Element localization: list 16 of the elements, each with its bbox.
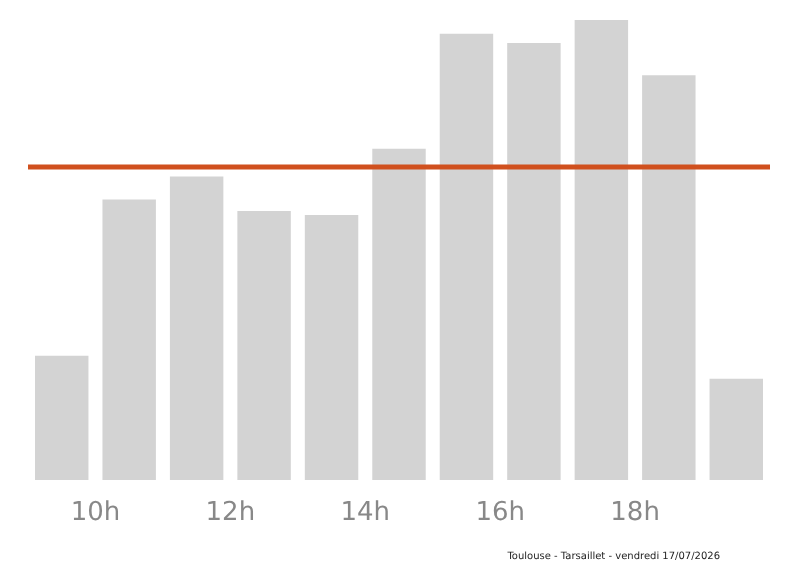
x-tick-label: 12h	[205, 498, 256, 528]
bar	[169, 176, 224, 480]
bar	[439, 33, 494, 480]
bar	[372, 148, 426, 480]
bar	[237, 210, 291, 480]
x-tick-label: 14h	[340, 498, 391, 528]
x-tick-label: 16h	[475, 498, 525, 528]
bar	[709, 378, 763, 480]
x-tick-label: 10h	[70, 498, 121, 528]
bar	[642, 75, 696, 480]
bar	[304, 215, 359, 480]
bar	[507, 43, 561, 480]
bar	[35, 355, 89, 480]
bar	[574, 20, 629, 480]
x-tick-label: 18h	[610, 498, 660, 528]
bar	[102, 199, 156, 480]
